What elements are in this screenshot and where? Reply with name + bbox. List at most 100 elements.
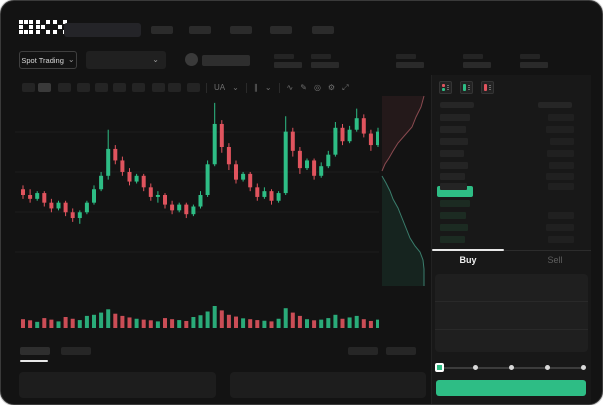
- settings-gear-icon[interactable]: ⚙: [327, 83, 336, 92]
- bottom-tab-active[interactable]: [20, 347, 50, 355]
- ask-row-price[interactable]: [440, 162, 468, 169]
- bid-row-amount[interactable]: [548, 212, 574, 219]
- volume-bar: [312, 320, 317, 328]
- okx-logo: [19, 20, 67, 34]
- candle-body: [354, 118, 359, 130]
- volume-bar: [262, 320, 267, 328]
- volume-bar: [205, 311, 210, 328]
- toolbar-divider: [245, 83, 247, 93]
- draw-tool-icon[interactable]: ✎: [300, 83, 307, 92]
- candle-body: [234, 164, 238, 180]
- candle-body: [269, 191, 274, 201]
- ask-row-amount[interactable]: [548, 114, 574, 121]
- chevron-down-icon[interactable]: ⌄: [264, 83, 272, 92]
- timeframe-button[interactable]: [168, 83, 181, 92]
- ask-row-price[interactable]: [440, 138, 468, 145]
- bid-row-price[interactable]: [440, 212, 466, 219]
- book-combined-icon[interactable]: [439, 81, 452, 94]
- amount-input[interactable]: [435, 302, 588, 329]
- tab-buy[interactable]: Buy: [459, 255, 477, 265]
- nav-item[interactable]: [270, 26, 292, 34]
- ask-row-price[interactable]: [440, 150, 464, 157]
- candle-body: [49, 202, 54, 209]
- volume-bar: [212, 306, 217, 328]
- toolbar-divider: [278, 83, 280, 93]
- bid-row-price[interactable]: [440, 236, 465, 243]
- book-sells-icon[interactable]: [481, 81, 494, 94]
- bid-row-amount[interactable]: [546, 224, 574, 231]
- chevron-down-icon[interactable]: ⌄: [232, 83, 239, 92]
- ask-row-amount[interactable]: [550, 138, 574, 145]
- timeframe-button[interactable]: [58, 83, 71, 92]
- candle-body: [28, 195, 33, 199]
- line-tool-icon[interactable]: ∿: [286, 83, 294, 92]
- ask-row-amount[interactable]: [548, 183, 574, 190]
- search-input[interactable]: [64, 23, 141, 37]
- buy-submit-button[interactable]: [436, 380, 586, 396]
- candle-body: [141, 175, 146, 188]
- bottom-control[interactable]: [386, 347, 416, 355]
- ask-row-price[interactable]: [440, 114, 470, 121]
- timeframe-button[interactable]: [152, 83, 165, 92]
- bottom-tab[interactable]: [61, 347, 91, 355]
- timeframe-button[interactable]: [22, 83, 35, 92]
- candle-style-icon[interactable]: ∥: [253, 83, 258, 92]
- ask-row-price[interactable]: [440, 173, 465, 180]
- timeframe-button[interactable]: [113, 83, 126, 92]
- slider-stop[interactable]: [581, 365, 586, 370]
- stat-value-placeholder: [463, 62, 491, 68]
- book-buys-icon[interactable]: [460, 81, 473, 94]
- orderbook-last-price[interactable]: [437, 186, 473, 197]
- ask-row-amount[interactable]: [546, 173, 574, 180]
- bid-row-price[interactable]: [440, 224, 468, 231]
- bid-row-price[interactable]: [440, 200, 470, 207]
- timeframe-button[interactable]: [187, 83, 200, 92]
- slider-handle[interactable]: [435, 363, 444, 372]
- indicator-ua-icon[interactable]: UA: [214, 83, 226, 92]
- ask-row-price[interactable]: [440, 183, 467, 190]
- spot-trading-dropdown[interactable]: Spot Trading ⌄: [19, 51, 77, 69]
- timeframe-button[interactable]: [132, 83, 145, 92]
- pair-name-placeholder[interactable]: [202, 55, 250, 66]
- volume-bar: [49, 319, 54, 328]
- stat-label-placeholder: [463, 54, 483, 59]
- tab-sell[interactable]: Sell: [547, 255, 563, 265]
- candle-body: [70, 212, 75, 219]
- volume-bar: [333, 314, 338, 328]
- depth-chart: [381, 95, 425, 286]
- candle-body: [333, 127, 338, 155]
- depth-bid-area: [382, 176, 424, 286]
- stat-label-placeholder: [520, 54, 540, 59]
- chevron-down-icon: ⌄: [152, 55, 159, 64]
- candlestick-chart[interactable]: [15, 99, 379, 291]
- ask-row-amount[interactable]: [546, 126, 574, 133]
- candle-body: [77, 212, 82, 219]
- nav-item[interactable]: [230, 26, 252, 34]
- candle-body: [212, 123, 217, 165]
- ask-row-price[interactable]: [440, 126, 466, 133]
- volume-bar: [141, 319, 146, 328]
- fullscreen-icon[interactable]: ⤢: [342, 83, 349, 92]
- nav-item[interactable]: [312, 26, 334, 34]
- nav-item[interactable]: [189, 26, 211, 34]
- volume-bar: [120, 315, 125, 328]
- timeframe-button[interactable]: [77, 83, 90, 92]
- ask-row-amount[interactable]: [547, 150, 574, 157]
- ask-row-amount[interactable]: [549, 162, 574, 169]
- timeframe-button[interactable]: [38, 83, 51, 92]
- candle-body: [305, 160, 309, 169]
- camera-icon[interactable]: ◎: [313, 83, 321, 92]
- bottom-control[interactable]: [348, 347, 378, 355]
- slider-stop[interactable]: [509, 365, 514, 370]
- nav-item[interactable]: [151, 26, 173, 34]
- volume-chart: [21, 306, 379, 328]
- amount-slider[interactable]: [435, 363, 586, 372]
- bid-row-amount[interactable]: [548, 236, 574, 243]
- pair-select-dropdown[interactable]: ⌄: [86, 51, 166, 69]
- candle-body: [163, 195, 167, 205]
- slider-stop[interactable]: [473, 365, 478, 370]
- slider-stop[interactable]: [545, 365, 550, 370]
- price-input[interactable]: [435, 274, 588, 301]
- timeframe-button[interactable]: [95, 83, 108, 92]
